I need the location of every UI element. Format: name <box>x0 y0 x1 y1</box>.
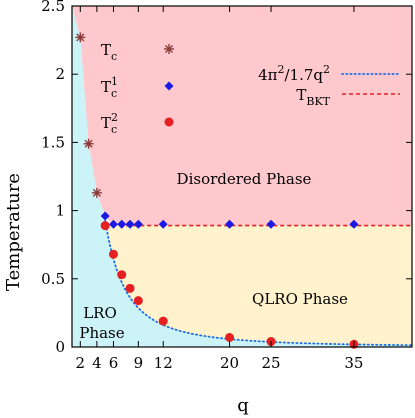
legend-marker-circle <box>164 117 174 127</box>
lro-phase-label-line1: LRO <box>83 304 117 322</box>
x-tick-label: 6 <box>109 354 119 372</box>
region-labels: Disordered Phase QLRO Phase LRO Phase <box>79 170 348 342</box>
x-axis-title: q <box>237 395 249 416</box>
data-point-circle <box>108 249 118 259</box>
x-tick-label: 4 <box>92 354 102 372</box>
y-tick-label: 1.5 <box>41 133 65 151</box>
y-tick-label: 2 <box>55 65 65 83</box>
data-point-diamond <box>108 219 118 229</box>
disordered-region <box>72 6 412 226</box>
y-tick-label: 0 <box>55 338 65 356</box>
data-point-diamond <box>100 211 110 221</box>
lro-region <box>72 6 412 347</box>
star-stroke <box>164 44 174 54</box>
data-point-circle <box>117 270 127 280</box>
data-point-diamond <box>225 219 235 229</box>
data-point-diamond <box>125 219 135 229</box>
legend-label-bkt: TBKT <box>296 86 330 108</box>
reference-lines <box>104 219 413 347</box>
data-point-star <box>83 138 94 149</box>
x-tick-label: 12 <box>154 354 173 372</box>
data-point-diamond <box>349 219 359 229</box>
x-tick-label: 9 <box>134 354 144 372</box>
y-axis-title: Temperature <box>3 173 24 291</box>
legend-label-fit-curve: 4π2/1.7q2 <box>258 63 330 84</box>
y-tick-label: 0.5 <box>41 270 65 288</box>
x-tick-label: 20 <box>220 354 239 372</box>
qlro-region <box>105 225 413 346</box>
data-point-diamond <box>158 219 168 229</box>
disordered-phase-label: Disordered Phase <box>177 170 312 188</box>
data-point-star <box>91 187 102 198</box>
data-point-diamond <box>266 219 276 229</box>
y-tick-label: 2.5 <box>41 0 65 15</box>
star-stroke <box>76 33 85 42</box>
x-tick-label: 35 <box>344 354 363 372</box>
legend-marker-star <box>164 44 174 54</box>
data-point-circle <box>100 221 110 231</box>
legend-label-circle: T2 c <box>101 111 118 136</box>
x-tick-label: 2 <box>76 354 86 372</box>
plot-frame <box>71 5 413 348</box>
star-stroke <box>92 188 101 197</box>
data-point-star <box>75 32 86 43</box>
data-point-circle <box>158 316 168 326</box>
lro-phase-label-line2: Phase <box>79 324 124 342</box>
data-point-circle <box>125 283 135 293</box>
phase-regions <box>72 6 413 347</box>
axes: 00.511.522.52 4 6 9 12 20 25 35 <box>41 0 413 372</box>
star-stroke <box>84 139 93 148</box>
fit-curve-line <box>104 219 413 347</box>
data-point-circle <box>225 332 235 342</box>
data-point-circle <box>133 296 143 306</box>
qlro-phase-label: QLRO Phase <box>252 290 348 308</box>
data-point-diamond <box>133 219 143 229</box>
x-tick-label: 25 <box>261 354 280 372</box>
legend-label-star: Tc <box>101 41 117 63</box>
data-point-diamond <box>117 219 127 229</box>
y-tick-label: 1 <box>55 202 65 220</box>
legend-marker-diamond <box>164 81 174 91</box>
legend-label-diamond: T1 c <box>101 75 118 100</box>
